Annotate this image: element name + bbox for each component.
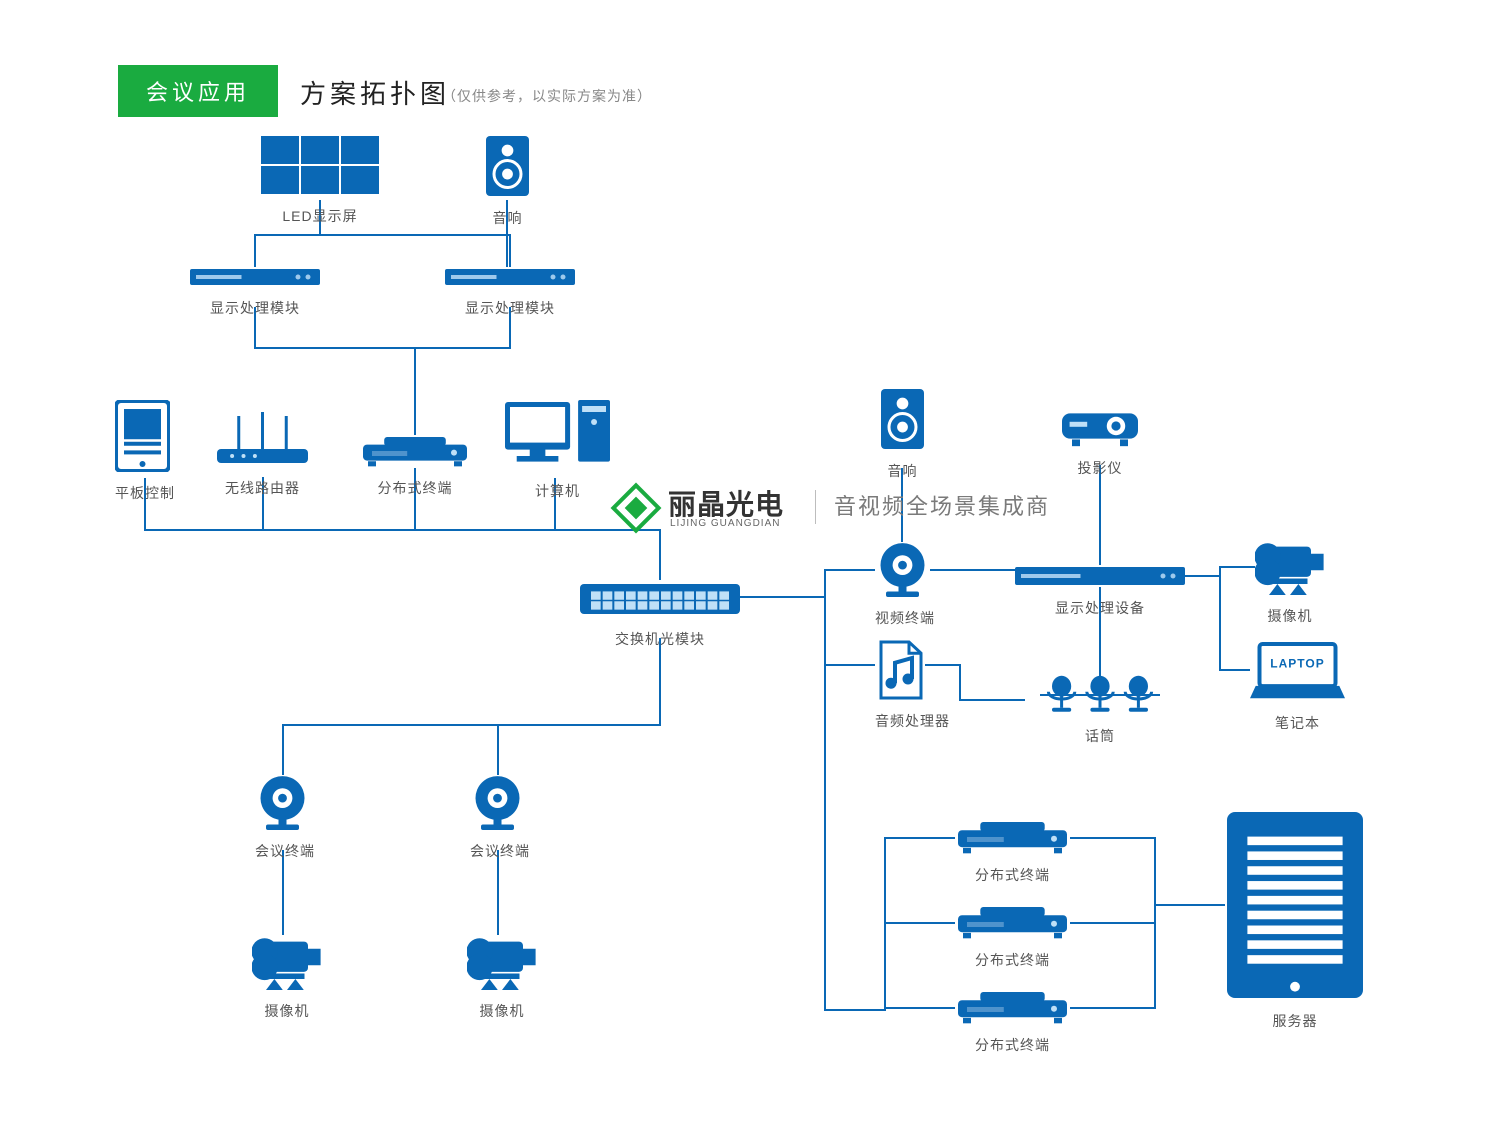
node-mics: 话筒	[1040, 675, 1160, 746]
node-label-conf_r: 会议终端	[470, 841, 525, 861]
section-badge: 会议应用	[118, 65, 278, 117]
node-label-dist_term: 分布式终端	[360, 478, 470, 498]
node-label-cam_r: 摄像机	[467, 1001, 537, 1021]
node-label-dterm1: 分布式终端	[955, 865, 1070, 885]
brand-name-en: LIJING GUANGDIAN	[670, 518, 780, 529]
node-label-router: 无线路由器	[215, 478, 310, 498]
node-dpm_dev: 显示处理设备	[1015, 565, 1185, 618]
node-router: 无线路由器	[215, 412, 310, 498]
node-cam_l: 摄像机	[252, 935, 322, 1021]
node-pc: 计算机	[505, 400, 610, 501]
node-label-cam_right: 摄像机	[1255, 606, 1325, 626]
node-label-mics: 话筒	[1040, 726, 1160, 746]
node-video_term: 视频终端	[875, 542, 930, 628]
node-tablet: 平板控制	[115, 400, 170, 503]
node-speaker_r: 音响	[880, 388, 925, 481]
node-label-conf_l: 会议终端	[255, 841, 310, 861]
svg-text:LAPTOP: LAPTOP	[1270, 656, 1324, 670]
brand-logo-icon	[610, 482, 662, 534]
node-label-cam_l: 摄像机	[252, 1001, 322, 1021]
diagram-canvas: 会议应用 方案拓扑图 （仅供参考，以实际方案为准） 丽晶光电 LIJING GU…	[0, 0, 1500, 1125]
node-dpm_left: 显示处理模块	[190, 267, 320, 318]
node-dist_term: 分布式终端	[360, 435, 470, 498]
diagram-title: 方案拓扑图	[300, 74, 450, 111]
node-label-dpm_left: 显示处理模块	[190, 298, 320, 318]
node-cam_right: 摄像机	[1255, 540, 1325, 626]
node-switch: 交换机光模块	[580, 580, 740, 649]
node-label-led: LED显示屏	[260, 206, 380, 226]
node-laptop: LAPTOP 笔记本	[1250, 640, 1345, 733]
node-label-dpm_right: 显示处理模块	[445, 298, 575, 318]
node-projector: 投影仪	[1060, 405, 1140, 478]
node-speaker_top: 音响	[485, 135, 530, 228]
node-dterm3: 分布式终端	[955, 990, 1070, 1055]
node-label-server: 服务器	[1225, 1011, 1365, 1031]
node-label-laptop: 笔记本	[1250, 713, 1345, 733]
node-dterm1: 分布式终端	[955, 820, 1070, 885]
node-server: 服务器	[1225, 810, 1365, 1031]
node-label-projector: 投影仪	[1060, 458, 1140, 478]
node-conf_r: 会议终端	[470, 775, 525, 861]
node-label-dterm2: 分布式终端	[955, 950, 1070, 970]
node-label-dpm_dev: 显示处理设备	[1015, 598, 1185, 618]
node-audio_proc: 音频处理器	[875, 640, 925, 731]
node-conf_l: 会议终端	[255, 775, 310, 861]
node-label-dterm3: 分布式终端	[955, 1035, 1070, 1055]
node-label-tablet: 平板控制	[115, 483, 170, 503]
brand-name-cn: 丽晶光电	[668, 483, 784, 523]
node-cam_r: 摄像机	[467, 935, 537, 1021]
node-label-audio_proc: 音频处理器	[875, 711, 925, 731]
brand-tagline: 音视频全场景集成商	[815, 490, 1050, 524]
diagram-subtitle: （仅供参考，以实际方案为准）	[442, 86, 652, 106]
node-led: LED显示屏	[260, 135, 380, 226]
node-dterm2: 分布式终端	[955, 905, 1070, 970]
node-label-pc: 计算机	[505, 481, 610, 501]
node-dpm_right: 显示处理模块	[445, 267, 575, 318]
node-label-video_term: 视频终端	[875, 608, 930, 628]
node-label-speaker_top: 音响	[485, 208, 530, 228]
node-label-switch: 交换机光模块	[580, 629, 740, 649]
node-label-speaker_r: 音响	[880, 461, 925, 481]
